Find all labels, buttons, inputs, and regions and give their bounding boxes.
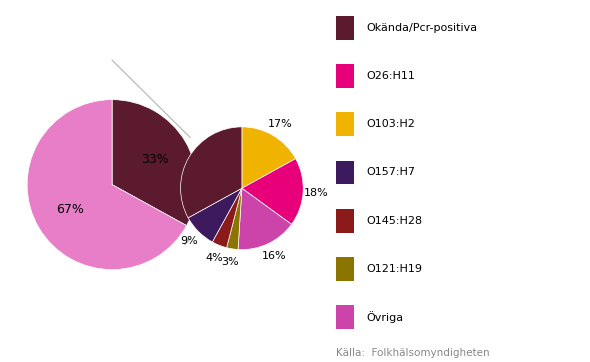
Text: Källa:  Folkhälsomyndigheten: Källa: Folkhälsomyndigheten [336,348,490,358]
Bar [336,16,353,40]
Bar [336,64,353,88]
Bar [336,209,353,233]
Text: Okända/Pcr-positiva: Okända/Pcr-positiva [366,23,477,33]
Bar [336,161,353,184]
Bar [336,257,353,281]
Text: O26:H11: O26:H11 [366,71,415,81]
Wedge shape [242,127,296,188]
Wedge shape [112,100,197,226]
Wedge shape [27,100,186,270]
Wedge shape [212,188,242,248]
Text: O121:H19: O121:H19 [366,264,422,274]
Text: 17%: 17% [268,119,293,129]
Text: O145:H28: O145:H28 [366,216,422,226]
Bar [336,112,353,136]
Bar [336,305,353,329]
Text: 67%: 67% [55,203,84,216]
Text: 4%: 4% [205,253,223,263]
Wedge shape [188,188,242,242]
Text: Övriga: Övriga [366,311,403,323]
Text: 9%: 9% [180,236,198,246]
Wedge shape [238,188,291,250]
Text: 3%: 3% [221,257,239,267]
Text: 33%: 33% [140,153,168,166]
Text: 18%: 18% [304,188,329,198]
Text: O103:H2: O103:H2 [366,119,415,129]
Text: O157:H7: O157:H7 [366,168,415,177]
Wedge shape [227,188,242,249]
Wedge shape [181,127,242,218]
Wedge shape [242,159,303,224]
Text: 16%: 16% [261,251,286,261]
